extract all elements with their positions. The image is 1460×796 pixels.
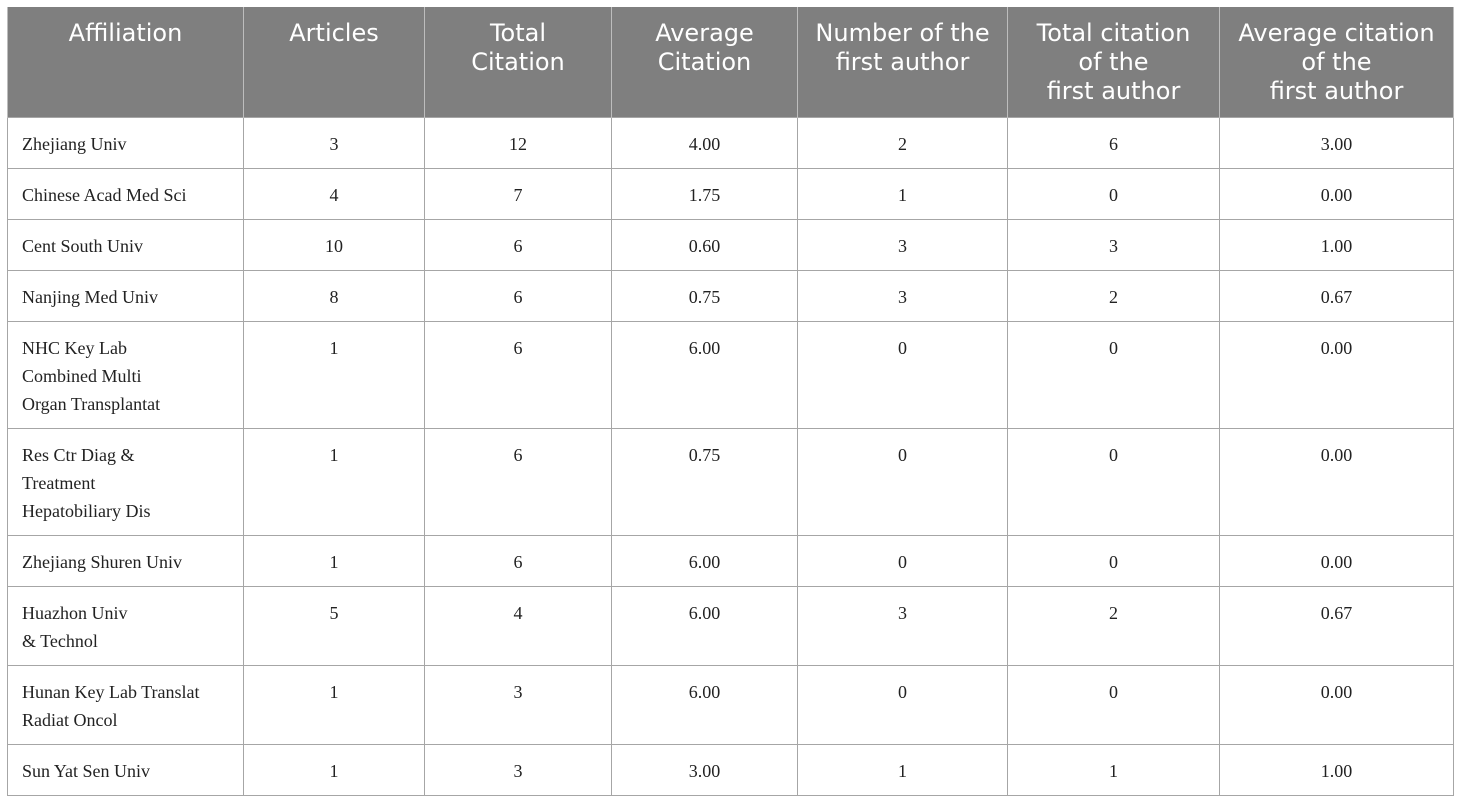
header-total-citation: Total Citation — [424, 7, 612, 117]
cell-total-citation: 3 — [424, 664, 612, 745]
cell-total-citation-first-author: 6 — [1007, 116, 1220, 169]
cell-number-first-author: 0 — [797, 534, 1008, 587]
cell-affiliation: Huazhon Univ & Technol — [7, 585, 244, 666]
cell-total-citation: 12 — [424, 116, 612, 169]
cell-average-citation: 6.00 — [611, 534, 798, 587]
cell-total-citation-first-author: 0 — [1007, 167, 1220, 220]
table-row: Huazhon Univ & Technol 5 4 6.00 3 2 0.67 — [7, 585, 1454, 666]
cell-affiliation: Hunan Key Lab Translat Radiat Oncol — [7, 664, 244, 745]
cell-average-citation-first-author: 3.00 — [1219, 116, 1454, 169]
table-row: Hunan Key Lab Translat Radiat Oncol 1 3 … — [7, 664, 1454, 745]
cell-average-citation: 4.00 — [611, 116, 798, 169]
cell-average-citation-first-author: 0.67 — [1219, 585, 1454, 666]
table-row: NHC Key Lab Combined Multi Organ Transpl… — [7, 320, 1454, 429]
table-row: Nanjing Med Univ 8 6 0.75 3 2 0.67 — [7, 269, 1454, 322]
cell-affiliation: Zhejiang Shuren Univ — [7, 534, 244, 587]
cell-affiliation: Nanjing Med Univ — [7, 269, 244, 322]
cell-number-first-author: 3 — [797, 269, 1008, 322]
table-row: Res Ctr Diag & Treatment Hepatobiliary D… — [7, 427, 1454, 536]
cell-articles: 1 — [243, 320, 425, 429]
cell-total-citation: 7 — [424, 167, 612, 220]
cell-articles: 1 — [243, 534, 425, 587]
header-row: Affiliation Articles Total Citation Aver… — [7, 7, 1454, 117]
cell-total-citation-first-author: 2 — [1007, 585, 1220, 666]
cell-total-citation-first-author: 0 — [1007, 534, 1220, 587]
cell-total-citation: 6 — [424, 320, 612, 429]
cell-average-citation: 6.00 — [611, 585, 798, 666]
cell-total-citation-first-author: 1 — [1007, 743, 1220, 796]
cell-articles: 10 — [243, 218, 425, 271]
cell-affiliation: Zhejiang Univ — [7, 116, 244, 169]
cell-total-citation: 6 — [424, 427, 612, 536]
cell-total-citation-first-author: 0 — [1007, 427, 1220, 536]
cell-average-citation: 6.00 — [611, 320, 798, 429]
cell-affiliation: Cent South Univ — [7, 218, 244, 271]
cell-number-first-author: 1 — [797, 743, 1008, 796]
header-articles: Articles — [243, 7, 425, 117]
cell-articles: 3 — [243, 116, 425, 169]
table-row: Zhejiang Univ 3 12 4.00 2 6 3.00 — [7, 116, 1454, 169]
cell-average-citation-first-author: 1.00 — [1219, 218, 1454, 271]
cell-average-citation: 3.00 — [611, 743, 798, 796]
cell-number-first-author: 3 — [797, 218, 1008, 271]
header-affiliation: Affiliation — [7, 7, 244, 117]
cell-number-first-author: 1 — [797, 167, 1008, 220]
cell-number-first-author: 2 — [797, 116, 1008, 169]
cell-average-citation: 0.60 — [611, 218, 798, 271]
affiliation-citation-table: Affiliation Articles Total Citation Aver… — [7, 7, 1454, 796]
affiliation-table-container: Affiliation Articles Total Citation Aver… — [7, 7, 1454, 796]
cell-average-citation-first-author: 0.00 — [1219, 427, 1454, 536]
cell-total-citation-first-author: 2 — [1007, 269, 1220, 322]
cell-average-citation-first-author: 0.00 — [1219, 664, 1454, 745]
cell-articles: 1 — [243, 743, 425, 796]
cell-total-citation-first-author: 0 — [1007, 320, 1220, 429]
header-average-citation: Average Citation — [611, 7, 798, 117]
header-average-citation-first-author: Average citation of the first author — [1219, 7, 1454, 117]
cell-average-citation-first-author: 0.67 — [1219, 269, 1454, 322]
cell-total-citation: 6 — [424, 534, 612, 587]
cell-total-citation: 6 — [424, 218, 612, 271]
cell-affiliation: Res Ctr Diag & Treatment Hepatobiliary D… — [7, 427, 244, 536]
cell-total-citation: 6 — [424, 269, 612, 322]
cell-articles: 1 — [243, 664, 425, 745]
header-number-first-author: Number of the first author — [797, 7, 1008, 117]
table-header: Affiliation Articles Total Citation Aver… — [7, 7, 1454, 117]
cell-average-citation-first-author: 1.00 — [1219, 743, 1454, 796]
cell-affiliation: Sun Yat Sen Univ — [7, 743, 244, 796]
cell-articles: 1 — [243, 427, 425, 536]
cell-total-citation: 4 — [424, 585, 612, 666]
cell-articles: 4 — [243, 167, 425, 220]
cell-number-first-author: 0 — [797, 664, 1008, 745]
cell-average-citation: 0.75 — [611, 427, 798, 536]
cell-average-citation-first-author: 0.00 — [1219, 167, 1454, 220]
cell-total-citation-first-author: 0 — [1007, 664, 1220, 745]
cell-total-citation-first-author: 3 — [1007, 218, 1220, 271]
cell-average-citation: 0.75 — [611, 269, 798, 322]
cell-number-first-author: 0 — [797, 427, 1008, 536]
table-row: Chinese Acad Med Sci 4 7 1.75 1 0 0.00 — [7, 167, 1454, 220]
cell-articles: 8 — [243, 269, 425, 322]
cell-average-citation-first-author: 0.00 — [1219, 320, 1454, 429]
cell-total-citation: 3 — [424, 743, 612, 796]
table-row: Zhejiang Shuren Univ 1 6 6.00 0 0 0.00 — [7, 534, 1454, 587]
cell-average-citation-first-author: 0.00 — [1219, 534, 1454, 587]
table-body: Zhejiang Univ 3 12 4.00 2 6 3.00 Chinese… — [7, 116, 1454, 796]
table-row: Sun Yat Sen Univ 1 3 3.00 1 1 1.00 — [7, 743, 1454, 796]
cell-number-first-author: 0 — [797, 320, 1008, 429]
cell-affiliation: Chinese Acad Med Sci — [7, 167, 244, 220]
cell-number-first-author: 3 — [797, 585, 1008, 666]
cell-average-citation: 1.75 — [611, 167, 798, 220]
cell-affiliation: NHC Key Lab Combined Multi Organ Transpl… — [7, 320, 244, 429]
table-row: Cent South Univ 10 6 0.60 3 3 1.00 — [7, 218, 1454, 271]
cell-average-citation: 6.00 — [611, 664, 798, 745]
header-total-citation-first-author: Total citation of the first author — [1007, 7, 1220, 117]
cell-articles: 5 — [243, 585, 425, 666]
